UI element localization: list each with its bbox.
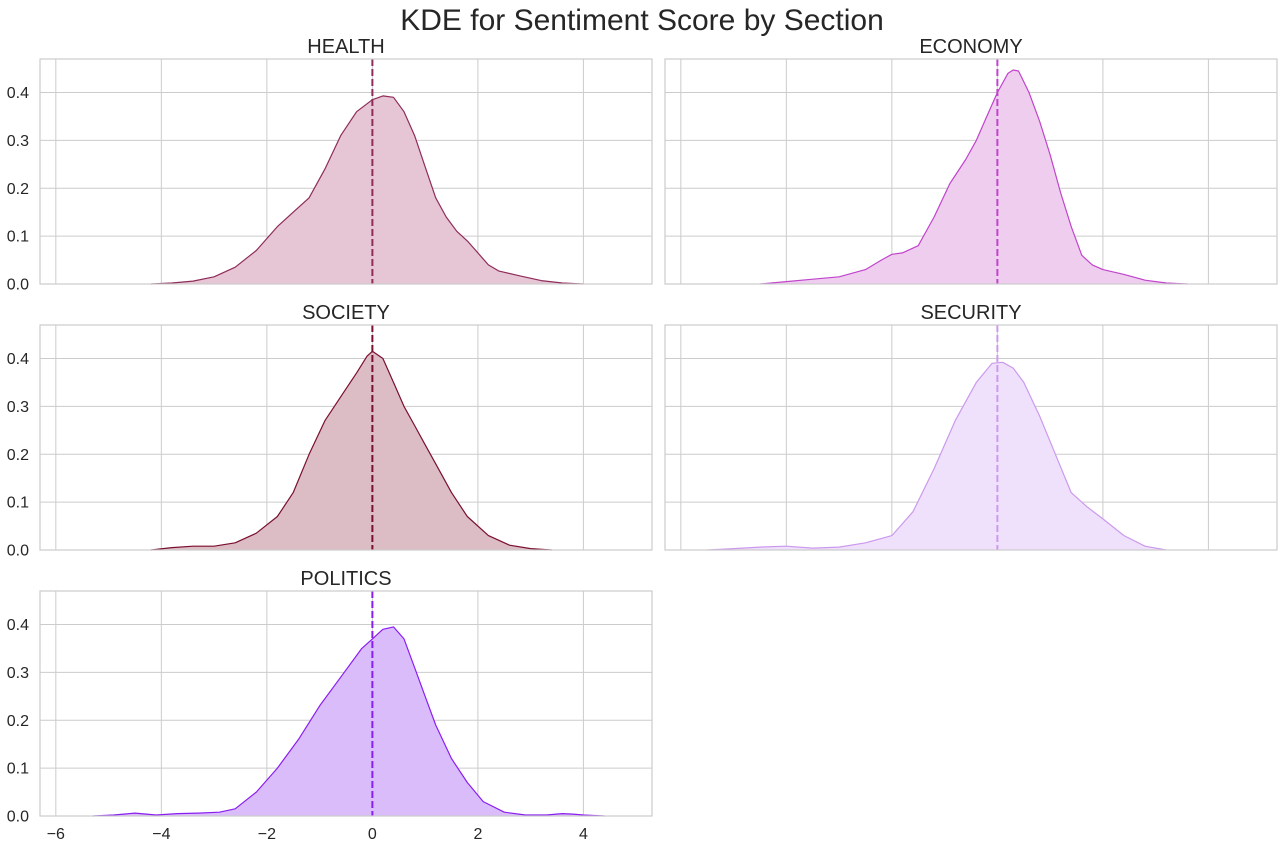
plot-frame-security-3	[664, 324, 1278, 551]
y-tick-label-society-2-3: 0.3	[7, 399, 29, 416]
panel-economy-1: ECONOMY	[664, 36, 1278, 285]
x-tick-label-politics-4-2: −2	[258, 826, 276, 843]
y-tick-label-society-2-0: 0.0	[7, 543, 29, 560]
y-tick-label-society-2-4: 0.4	[7, 351, 29, 368]
panel-title-security-3: SECURITY	[920, 302, 1021, 324]
panel-security-3: SECURITY	[664, 302, 1278, 551]
x-tick-label-politics-4-5: 4	[579, 826, 588, 843]
plot-frame-economy-1	[664, 58, 1278, 285]
kde-area-politics-4	[92, 626, 605, 816]
y-tick-label-health-0-3: 0.3	[7, 133, 29, 150]
kde-area-society-2	[150, 351, 552, 550]
panel-title-society-2: SOCIETY	[302, 302, 390, 324]
x-tick-label-politics-4-1: −4	[152, 826, 170, 843]
kde-line-politics-4	[92, 626, 605, 817]
panel-health-0: HEALTH 0.0 0.1 0.2 0.3 0.4	[7, 36, 653, 294]
y-tick-label-society-2-2: 0.2	[7, 447, 29, 464]
kde-line-health-0	[150, 95, 584, 285]
plot-frame-health-0	[39, 58, 653, 285]
x-tick-label-politics-4-3: 0	[368, 826, 377, 843]
kde-area-health-0	[150, 95, 584, 285]
y-tick-label-health-0-0: 0.0	[7, 277, 29, 294]
y-tick-label-health-0-1: 0.1	[7, 229, 29, 246]
panel-title-health-0: HEALTH	[307, 36, 384, 58]
y-tick-label-health-0-2: 0.2	[7, 181, 29, 198]
kde-line-society-2	[150, 350, 552, 551]
plot-frame-politics-4	[39, 590, 653, 817]
kde-line-economy-1	[759, 69, 1188, 285]
panel-title-economy-1: ECONOMY	[919, 36, 1022, 58]
y-tick-label-politics-4-3: 0.3	[7, 665, 29, 682]
y-tick-label-politics-4-2: 0.2	[7, 713, 29, 730]
x-tick-label-politics-4-0: −6	[47, 826, 65, 843]
panel-politics-4: POLITICS 0.0 0.1 0.2 0.3 0.4 −6 −4 −2 0 2 4	[7, 568, 653, 843]
figure-title: KDE for Sentiment Score by Section	[400, 4, 884, 37]
kde-area-security-3	[707, 362, 1167, 550]
y-tick-label-politics-4-0: 0.0	[7, 809, 29, 826]
panel-title-politics-4: POLITICS	[300, 568, 391, 590]
x-tick-label-politics-4-4: 2	[473, 826, 482, 843]
y-tick-label-health-0-4: 0.4	[7, 85, 29, 102]
kde-line-security-3	[707, 361, 1167, 551]
y-tick-label-society-2-1: 0.1	[7, 495, 29, 512]
plot-frame-society-2	[39, 324, 653, 551]
y-tick-label-politics-4-1: 0.1	[7, 761, 29, 778]
y-tick-label-politics-4-4: 0.4	[7, 617, 29, 634]
panel-society-2: SOCIETY 0.0 0.1 0.2 0.3 0.4	[7, 302, 653, 560]
kde-area-economy-1	[760, 70, 1188, 284]
subplot-panels: HEALTH 0.0 0.1 0.2 0.3 0.4 ECONOMY SOCIETY 0.0 0.…	[7, 36, 1278, 843]
